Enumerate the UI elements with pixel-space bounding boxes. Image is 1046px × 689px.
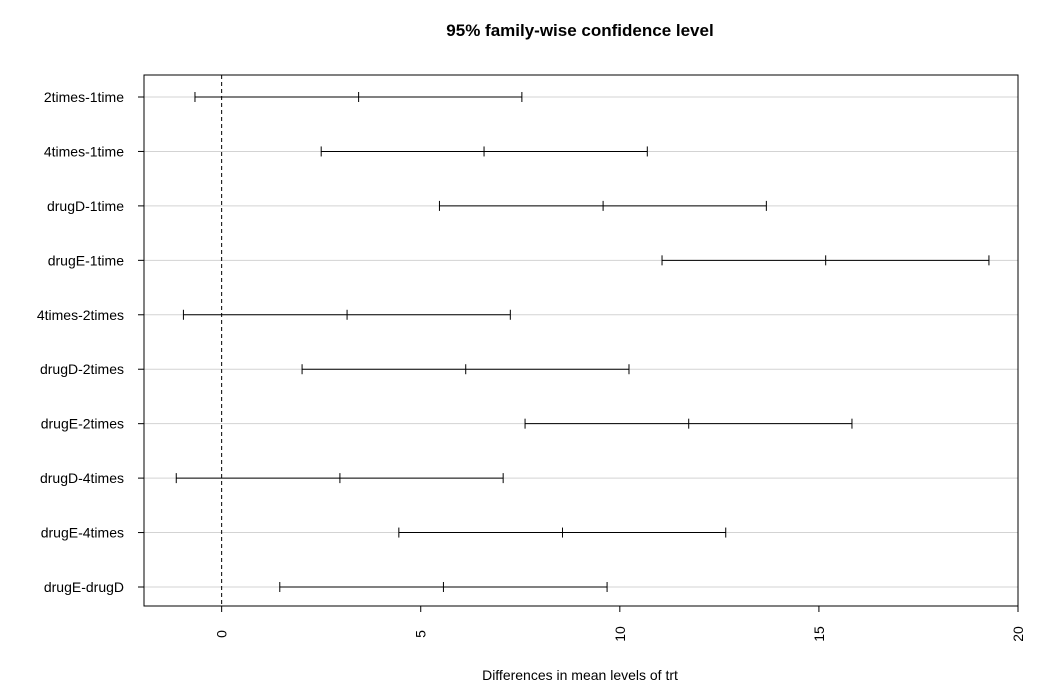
plot-frame xyxy=(143,74,1019,607)
y-axis: 2times-1time 4times-1time drugD-1time drugE… xyxy=(37,89,144,595)
interval-bar xyxy=(524,418,853,429)
interval-bar xyxy=(320,146,648,157)
y-tick-label: 2times-1time xyxy=(44,89,124,105)
grid-lines xyxy=(144,96,1018,588)
x-tick-label: 20 xyxy=(1010,626,1026,642)
x-tick-label: 5 xyxy=(413,630,429,638)
x-axis-label: Differences in mean levels of trt xyxy=(482,667,678,683)
y-tick-label: drugE-1time xyxy=(48,252,124,268)
x-tick-label: 10 xyxy=(612,626,628,642)
interval-bar xyxy=(661,255,990,266)
y-tick-label: drugD-2times xyxy=(40,361,124,377)
y-tick-label: drugE-2times xyxy=(41,416,124,432)
interval-bar xyxy=(398,527,727,538)
interval-bar xyxy=(438,200,767,211)
y-tick-label: drugE-drugD xyxy=(44,579,124,595)
y-tick-label: 4times-1time xyxy=(44,143,124,159)
interval-bar xyxy=(194,92,523,102)
x-axis: 0 5 10 15 20 xyxy=(214,605,1026,642)
y-tick-label: drugD-4times xyxy=(40,470,124,486)
y-tick-label: 4times-2times xyxy=(37,307,124,323)
x-tick-label: 0 xyxy=(214,630,230,638)
x-tick-label: 15 xyxy=(811,626,827,642)
interval-bar xyxy=(175,473,504,484)
interval-bars xyxy=(175,92,990,592)
y-tick-label: drugE-4times xyxy=(41,525,124,541)
y-tick-label: drugD-1time xyxy=(47,198,124,214)
chart-title: 95% family-wise confidence level xyxy=(446,21,713,40)
interval-bar xyxy=(301,364,630,375)
interval-bar xyxy=(182,309,511,320)
interval-bar xyxy=(279,582,608,592)
